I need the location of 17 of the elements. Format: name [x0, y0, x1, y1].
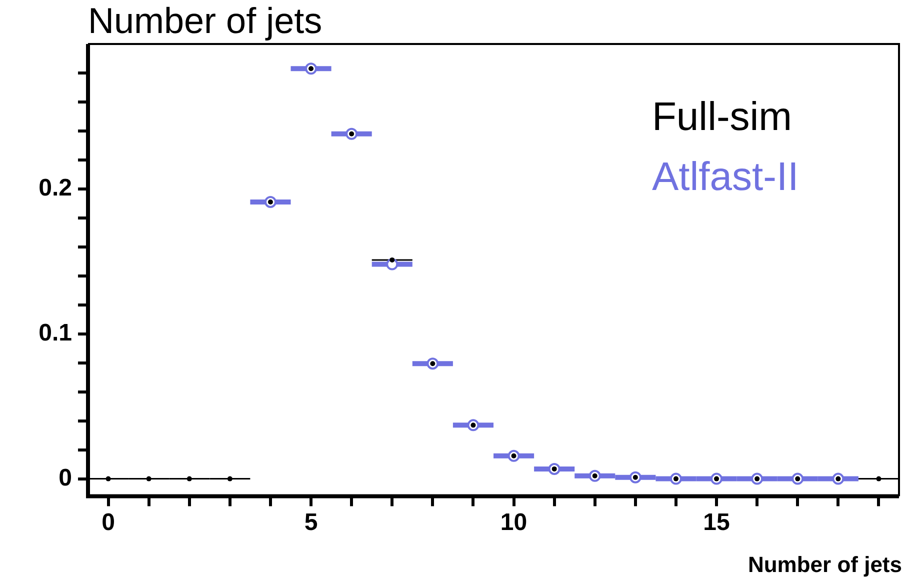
point — [390, 257, 395, 262]
x-tick-label: 0 — [102, 509, 115, 536]
point — [146, 476, 152, 482]
point — [106, 476, 111, 482]
x-axis-title: Number of jets — [748, 552, 902, 577]
point — [227, 476, 232, 482]
y-tick-label: 0.2 — [38, 174, 72, 202]
point — [186, 476, 192, 482]
x-tick-label: 10 — [500, 509, 528, 536]
x-tick-label: 5 — [304, 509, 318, 536]
y-tick-label: 0.1 — [38, 319, 72, 346]
y-tick-label: 0 — [58, 464, 72, 492]
x-tick-label: 15 — [703, 509, 730, 536]
text: Atlfast-II — [652, 155, 799, 199]
chart-title: Number of jets — [88, 0, 322, 41]
text: Full-sim — [652, 95, 792, 139]
point — [876, 476, 882, 482]
